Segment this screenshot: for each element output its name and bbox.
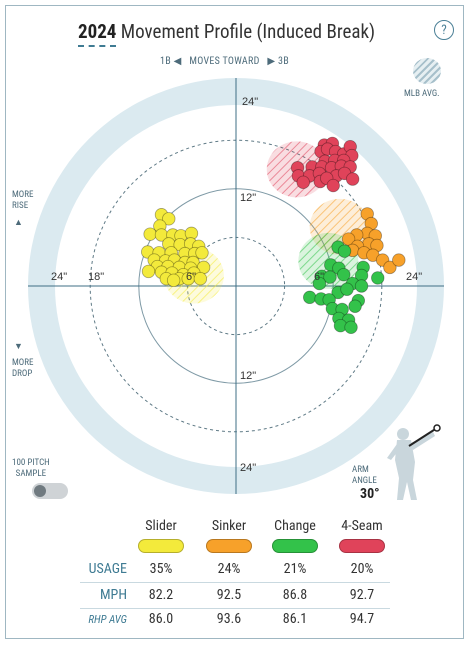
pitch-name-sinker: Sinker bbox=[211, 518, 247, 534]
cell-rhp-avg-sinker: 93.6 bbox=[216, 611, 242, 627]
pitch-toggle-sinker[interactable] bbox=[206, 539, 252, 553]
tick-label: 24" bbox=[406, 271, 422, 283]
pitch-point-change[interactable] bbox=[371, 271, 385, 285]
third-base-label: 3B bbox=[278, 56, 289, 67]
pitch-name-4-seam: 4-Seam bbox=[341, 518, 383, 534]
pitch-point-slider[interactable] bbox=[143, 227, 157, 241]
pitch-point-change[interactable] bbox=[348, 299, 362, 313]
pitch-point-change[interactable] bbox=[337, 244, 352, 258]
drop-line1: MORE bbox=[12, 358, 34, 368]
pitch-name-slider: Slider bbox=[145, 518, 177, 534]
cell-usage-change: 21% bbox=[283, 561, 307, 577]
tick-label: 12" bbox=[240, 370, 256, 382]
mlb-avg-label: MLB AVG. bbox=[404, 89, 440, 99]
rise-line1: MORE bbox=[12, 190, 34, 200]
tick-label: 24" bbox=[51, 271, 67, 283]
row-divider bbox=[80, 582, 390, 583]
sample-toggle[interactable] bbox=[32, 483, 68, 499]
pitch-point-4-seam[interactable] bbox=[345, 172, 360, 186]
cell-mph-change: 86.8 bbox=[282, 587, 308, 603]
row-label-mph: MPH bbox=[99, 587, 127, 603]
row-divider bbox=[80, 608, 390, 609]
tick-label: 6" bbox=[314, 271, 324, 283]
tick-label: 24" bbox=[242, 96, 258, 108]
tick-label: 24" bbox=[240, 462, 256, 474]
pitcher-silhouette-icon bbox=[387, 424, 441, 500]
pitch-point-slider[interactable] bbox=[195, 246, 209, 260]
arm-line2: ANGLE bbox=[352, 476, 377, 486]
pitch-point-change[interactable] bbox=[344, 320, 358, 335]
help-icon[interactable]: ? bbox=[434, 20, 454, 40]
cell-mph-slider: 82.2 bbox=[148, 587, 174, 603]
mlb-avg-icon bbox=[413, 58, 441, 84]
pitch-point-change[interactable] bbox=[312, 276, 327, 291]
cell-usage-sinker: 24% bbox=[217, 561, 241, 577]
rise-line2: RISE bbox=[12, 201, 29, 211]
left-arrow-icon: ◀ bbox=[173, 56, 182, 67]
pitch-point-slider[interactable] bbox=[162, 212, 176, 226]
down-arrow-icon: ▼ bbox=[14, 342, 23, 352]
more-drop-label: MORE DROP bbox=[12, 358, 33, 380]
pitch-point-change[interactable] bbox=[354, 279, 369, 293]
pitch-point-4-seam[interactable] bbox=[296, 175, 310, 190]
pitch-point-sinker[interactable] bbox=[341, 232, 356, 246]
toggle-knob bbox=[34, 485, 46, 497]
drop-line2: DROP bbox=[12, 369, 33, 379]
cell-mph-4-seam: 92.7 bbox=[349, 587, 375, 603]
pitch-toggle-change[interactable] bbox=[272, 539, 318, 553]
pitch-points bbox=[141, 136, 406, 335]
sample-line1: 100 PITCH bbox=[12, 458, 50, 468]
tick-label: 12" bbox=[240, 192, 256, 204]
direction-legend: 1B ◀ MOVES TOWARD ▶ 3B bbox=[160, 56, 289, 67]
pitch-point-slider[interactable] bbox=[166, 273, 181, 288]
season-year[interactable]: 2024 bbox=[78, 20, 117, 47]
moves-toward-label: MOVES TOWARD bbox=[189, 56, 260, 67]
pitch-point-change[interactable] bbox=[323, 270, 337, 284]
page-title: 2024 Movement Profile (Induced Break) bbox=[78, 20, 376, 47]
cell-rhp-avg-4-seam: 94.7 bbox=[349, 611, 375, 627]
pitch-toggle-4-seam[interactable] bbox=[339, 539, 385, 553]
cell-rhp-avg-change: 86.1 bbox=[282, 611, 308, 627]
pitch-point-sinker[interactable] bbox=[392, 253, 406, 267]
arm-angle-value: 30° bbox=[360, 486, 380, 502]
row-label-usage: USAGE bbox=[88, 561, 127, 577]
sample-line2: SAMPLE bbox=[15, 469, 47, 479]
arm-angle-label: ARM ANGLE bbox=[352, 465, 377, 487]
arm-line1: ARM bbox=[352, 465, 369, 475]
pitch-toggle-slider[interactable] bbox=[138, 539, 184, 553]
cell-usage-4-seam: 20% bbox=[350, 561, 374, 577]
pitch-point-change[interactable] bbox=[340, 282, 354, 296]
more-rise-label: MORE RISE bbox=[12, 190, 33, 212]
right-arrow-icon: ▶ bbox=[267, 56, 276, 67]
radial-tick-labels: 24" 12" 12" 24" 24" 18" 6" 6" 24" bbox=[51, 96, 422, 474]
tick-label: 6" bbox=[186, 271, 196, 283]
pitch-name-change: Change bbox=[274, 518, 316, 534]
row-label-rhp-avg: RHP AVG bbox=[88, 613, 127, 626]
tick-label: 18" bbox=[88, 271, 104, 283]
title-text: Movement Profile (Induced Break) bbox=[120, 20, 376, 43]
cell-usage-slider: 35% bbox=[149, 561, 173, 577]
cell-mph-sinker: 92.5 bbox=[216, 587, 242, 603]
pitch-point-4-seam[interactable] bbox=[326, 178, 340, 193]
sample-label: 100 PITCH SAMPLE bbox=[12, 458, 50, 480]
pitch-point-change[interactable] bbox=[303, 290, 317, 305]
pitch-point-slider[interactable] bbox=[193, 272, 208, 286]
pitch-point-slider[interactable] bbox=[141, 264, 156, 279]
pitch-point-sinker[interactable] bbox=[383, 260, 397, 275]
cell-rhp-avg-slider: 86.0 bbox=[148, 611, 174, 627]
first-base-label: 1B bbox=[160, 56, 171, 67]
up-arrow-icon: ▲ bbox=[14, 218, 23, 228]
pitch-point-change[interactable] bbox=[337, 267, 351, 282]
